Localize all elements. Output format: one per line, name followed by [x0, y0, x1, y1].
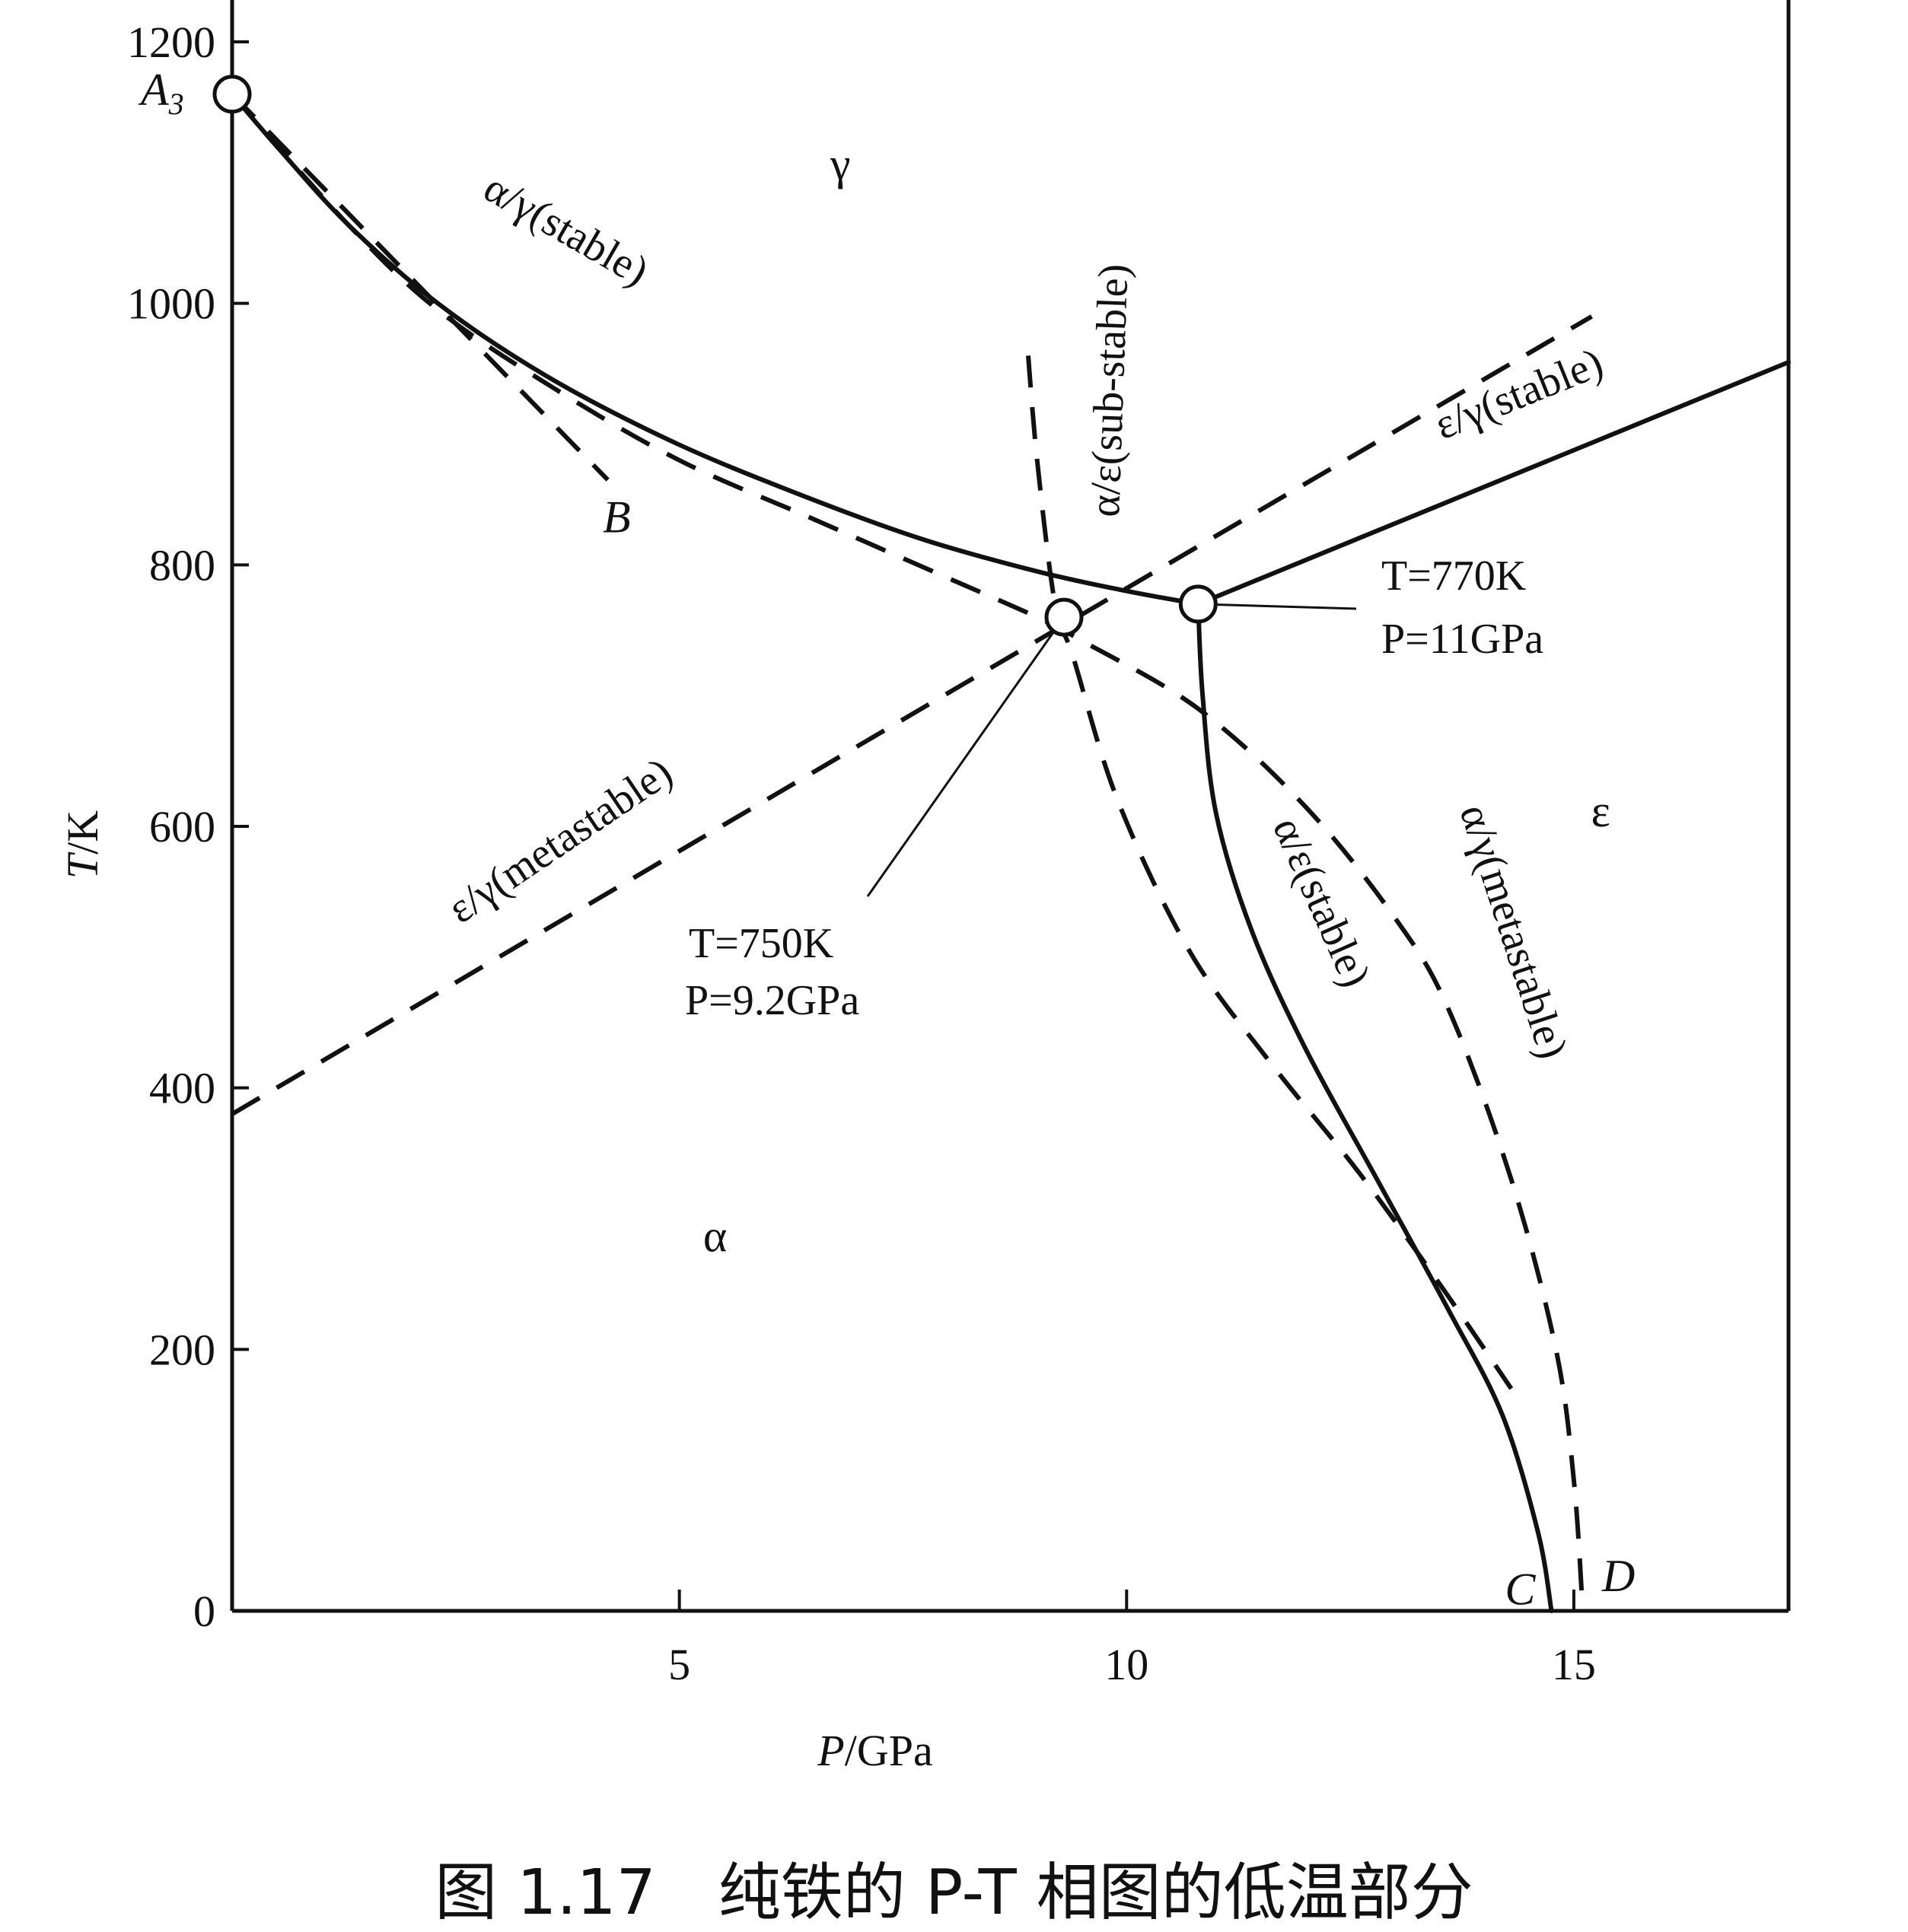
triple-point-2 — [1178, 584, 1218, 624]
ticks: 0 200 400 600 800 1000 1200 5 10 15 — [127, 18, 1596, 1689]
annotation-p11: P=11GPa — [1381, 616, 1543, 663]
boundary-curve-2 — [230, 92, 610, 482]
phase-label: ε — [1591, 786, 1610, 836]
triple-points — [212, 75, 1218, 637]
boundary-curve-3 — [1196, 359, 1791, 606]
phase-labels: γ α ε — [703, 138, 1610, 1261]
curve-label-epsilon-gamma-metastable: ε/γ(metastable) — [440, 749, 681, 933]
annotation-t750: T=750K — [689, 920, 833, 967]
triple-point-1 — [1044, 597, 1084, 637]
axes — [230, 0, 1791, 1613]
y-tick-label: 200 — [149, 1325, 215, 1374]
annotation-t770: T=770K — [1381, 552, 1526, 600]
y-tick-label: 600 — [149, 802, 215, 851]
x-tick-label: 5 — [668, 1640, 690, 1689]
annotation-p92: P=9.2GPa — [685, 977, 859, 1024]
curve-end-label: B — [603, 492, 631, 542]
x-tick-label: 10 — [1104, 1640, 1148, 1689]
curve-label-alpha-epsilon-sub-stable: α/ε(sub-stable) — [1081, 263, 1138, 518]
curve-label-alpha-gamma-metastable: α/γ(metastable) — [1451, 799, 1577, 1065]
triple-point-0 — [212, 75, 252, 114]
leader-lines — [866, 603, 1357, 897]
curve-label-alpha-gamma-stable: α/γ(stable) — [476, 164, 657, 295]
x-axis-title: P/GPa — [817, 1726, 932, 1775]
y-tick-label: 400 — [149, 1064, 215, 1113]
curve-end-label: D — [1601, 1551, 1635, 1601]
annotation-750: T=750K P=9.2GPa — [685, 920, 859, 1024]
figure-caption: 图 1.17 纯铁的 P-T 相图的低温部分 — [435, 1857, 1473, 1929]
leader-770 — [1198, 603, 1357, 610]
leader-750 — [866, 616, 1065, 897]
curve-label-epsilon-gamma-stable: ε/γ(stable) — [1429, 339, 1610, 449]
phase-label: α — [703, 1211, 727, 1261]
annotation-770: T=770K P=11GPa — [1381, 552, 1543, 663]
a3-label: A3 — [138, 65, 184, 121]
boundary-curve-4 — [231, 314, 1593, 1116]
y-tick-label: 800 — [149, 540, 215, 590]
boundary-curve-1 — [230, 92, 1585, 1612]
curve-end-labels: B C D — [603, 492, 1635, 1614]
y-tick-label: 1200 — [127, 18, 215, 67]
phase-label: γ — [830, 138, 851, 189]
boundary-curve-6 — [1196, 601, 1554, 1613]
boundary-curve-0 — [230, 91, 1201, 606]
curve-label-alpha-epsilon-stable: α/ε(stable) — [1263, 810, 1380, 994]
y-tick-label: 0 — [193, 1587, 215, 1636]
y-axis-title: T/K — [58, 810, 107, 879]
curve-end-label: C — [1505, 1564, 1536, 1614]
y-tick-label: 1000 — [127, 279, 215, 329]
x-tick-label: 15 — [1552, 1640, 1596, 1689]
phase-boundaries — [230, 91, 1791, 1613]
